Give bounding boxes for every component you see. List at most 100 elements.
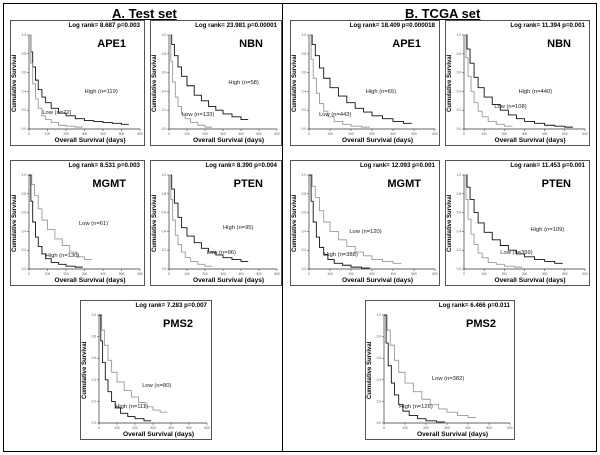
group-label-high: High (n=58) xyxy=(228,79,259,86)
y-axis-label: Cumulative Survival xyxy=(447,194,453,252)
x-tick-label: 100 xyxy=(482,272,488,276)
y-tick-label: 0.2 xyxy=(377,399,382,403)
y-axis-label: Cumulative Survival xyxy=(12,194,18,252)
km-plot-tcga-nbn: 0 100 200 300 400 500 600 0.0 0.2 0.4 0.6 0.8 1.0 Log… xyxy=(445,20,590,146)
x-tick-label: 600 xyxy=(274,272,280,276)
survival-curve-high xyxy=(309,174,370,269)
x-axis-label: Overall Survival (days) xyxy=(342,137,414,144)
survival-curve-low xyxy=(29,174,92,261)
y-tick-label: 0.2 xyxy=(92,399,97,403)
y-axis-label: Cumulative Survival xyxy=(292,194,298,252)
km-plot-test-nbn: 0 100 200 300 400 500 600 0.0 0.2 0.4 0.6 0.8 1.0 Log… xyxy=(150,20,282,146)
x-tick-label: 0 xyxy=(28,272,30,276)
gene-label: PMS2 xyxy=(163,318,193,330)
logrank-label: Log rank= 11.394 p=0.001 xyxy=(510,22,585,29)
gene-label: NBN xyxy=(547,38,571,50)
group-label-low: Low (n=382) xyxy=(431,375,465,382)
gene-label: MGMT xyxy=(92,178,126,190)
y-tick-label: 0.2 xyxy=(302,108,307,112)
x-axis-label: Overall Survival (days) xyxy=(342,277,414,284)
y-tick-label: 0.8 xyxy=(92,335,97,339)
x-tick-label: 500 xyxy=(562,272,568,276)
y-tick-label: 0.0 xyxy=(162,127,167,131)
group-label-low: Low (n=399) xyxy=(500,249,533,256)
y-tick-label: 0.2 xyxy=(457,248,462,252)
group-label-high: High (n=65) xyxy=(365,89,397,96)
y-tick-label: 1.0 xyxy=(92,313,97,317)
x-tick-label: 0 xyxy=(383,426,385,430)
survival-curve-low xyxy=(99,314,168,413)
km-plot-tcga-mgmt: 0 100 200 300 400 500 600 0.0 0.2 0.4 0.6 0.8 1.0 Log… xyxy=(290,160,440,286)
x-tick-label: 100 xyxy=(327,272,333,276)
km-plot-svg: 0 100 200 300 400 500 600 0.0 0.2 0.4 0.6 0.8 1.0 xyxy=(457,173,588,276)
survival-curve-low xyxy=(384,314,477,419)
y-tick-label: 0.6 xyxy=(302,71,307,75)
survival-curve-high xyxy=(169,34,249,121)
x-tick-label: 0 xyxy=(463,272,465,276)
y-tick-label: 1.0 xyxy=(22,173,27,177)
y-tick-label: 0.0 xyxy=(457,267,462,271)
x-axis-label: Overall Survival (days) xyxy=(193,137,265,144)
group-label-low: Low (n=133) xyxy=(181,111,215,118)
survival-curve-low xyxy=(309,174,402,264)
x-axis-label: Overall Survival (days) xyxy=(193,277,265,284)
x-tick-label: 500 xyxy=(486,426,492,430)
x-tick-label: 100 xyxy=(184,132,190,136)
gene-label: MGMT xyxy=(387,178,421,190)
y-tick-label: 1.0 xyxy=(457,33,462,37)
survival-curve-high xyxy=(29,34,129,125)
y-tick-label: 0.8 xyxy=(162,192,167,196)
y-tick-label: 0.4 xyxy=(457,229,462,233)
y-tick-label: 0.4 xyxy=(22,229,27,233)
survival-curve-high xyxy=(464,34,573,128)
x-tick-label: 500 xyxy=(256,272,262,276)
y-tick-label: 0.0 xyxy=(22,127,27,131)
gene-label: NBN xyxy=(239,38,263,50)
y-tick-label: 0.2 xyxy=(162,248,167,252)
survival-curve-low xyxy=(464,34,513,127)
y-tick-label: 0.0 xyxy=(162,267,167,271)
x-axis-label: Overall Survival (days) xyxy=(54,277,126,284)
y-tick-label: 0.6 xyxy=(457,211,462,215)
x-tick-label: 600 xyxy=(274,132,280,136)
y-tick-label: 0.8 xyxy=(457,192,462,196)
survival-curve-high xyxy=(384,314,445,423)
x-tick-label: 400 xyxy=(168,426,174,430)
x-tick-label: 200 xyxy=(423,426,429,430)
y-tick-label: 0.8 xyxy=(302,192,307,196)
y-tick-label: 0.4 xyxy=(457,89,462,93)
group-label-high: High (n=126) xyxy=(399,403,433,410)
group-label-low: Low (n=443) xyxy=(319,111,352,118)
group-label-high: High (n=119) xyxy=(84,89,118,96)
x-tick-label: 0 xyxy=(308,132,310,136)
x-tick-label: 400 xyxy=(390,272,396,276)
y-tick-label: 0.4 xyxy=(22,89,27,93)
x-tick-label: 600 xyxy=(137,132,143,136)
x-tick-label: 100 xyxy=(402,426,408,430)
x-tick-label: 0 xyxy=(308,272,310,276)
group-label-low: Low (n=72) xyxy=(42,109,72,116)
x-tick-label: 600 xyxy=(432,132,438,136)
x-tick-label: 400 xyxy=(238,132,244,136)
x-tick-label: 100 xyxy=(184,272,190,276)
survival-curve-high xyxy=(309,34,412,124)
survival-curve-low xyxy=(464,174,523,268)
y-tick-label: 0.6 xyxy=(457,71,462,75)
y-axis-label: Cumulative Survival xyxy=(152,194,158,252)
group-label-low: Low (n=108) xyxy=(494,104,527,111)
y-tick-label: 0.0 xyxy=(92,421,97,425)
km-plot-test-pms2: 0 100 200 300 400 500 600 0.0 0.2 0.4 0.6 0.8 1.0 Log… xyxy=(80,300,212,440)
x-tick-label: 200 xyxy=(202,272,208,276)
x-tick-label: 400 xyxy=(390,132,396,136)
x-tick-label: 500 xyxy=(119,272,125,276)
logrank-label: Log rank= 11.453 p=0.001 xyxy=(510,162,585,169)
km-plot-svg: 0 100 200 300 400 500 600 0.0 0.2 0.4 0.6 0.8 1.0 xyxy=(302,33,438,136)
logrank-label: Log rank= 8.531 p=0.003 xyxy=(68,162,140,169)
gene-label: PTEN xyxy=(541,178,571,190)
tcga-set-title: B. TCGA set xyxy=(405,6,481,21)
x-axis-label: Overall Survival (days) xyxy=(123,431,195,438)
x-tick-label: 200 xyxy=(502,132,508,136)
y-tick-label: 0.8 xyxy=(162,52,167,56)
y-tick-label: 1.0 xyxy=(162,173,167,177)
group-label-low: Low (n=80) xyxy=(142,383,172,390)
